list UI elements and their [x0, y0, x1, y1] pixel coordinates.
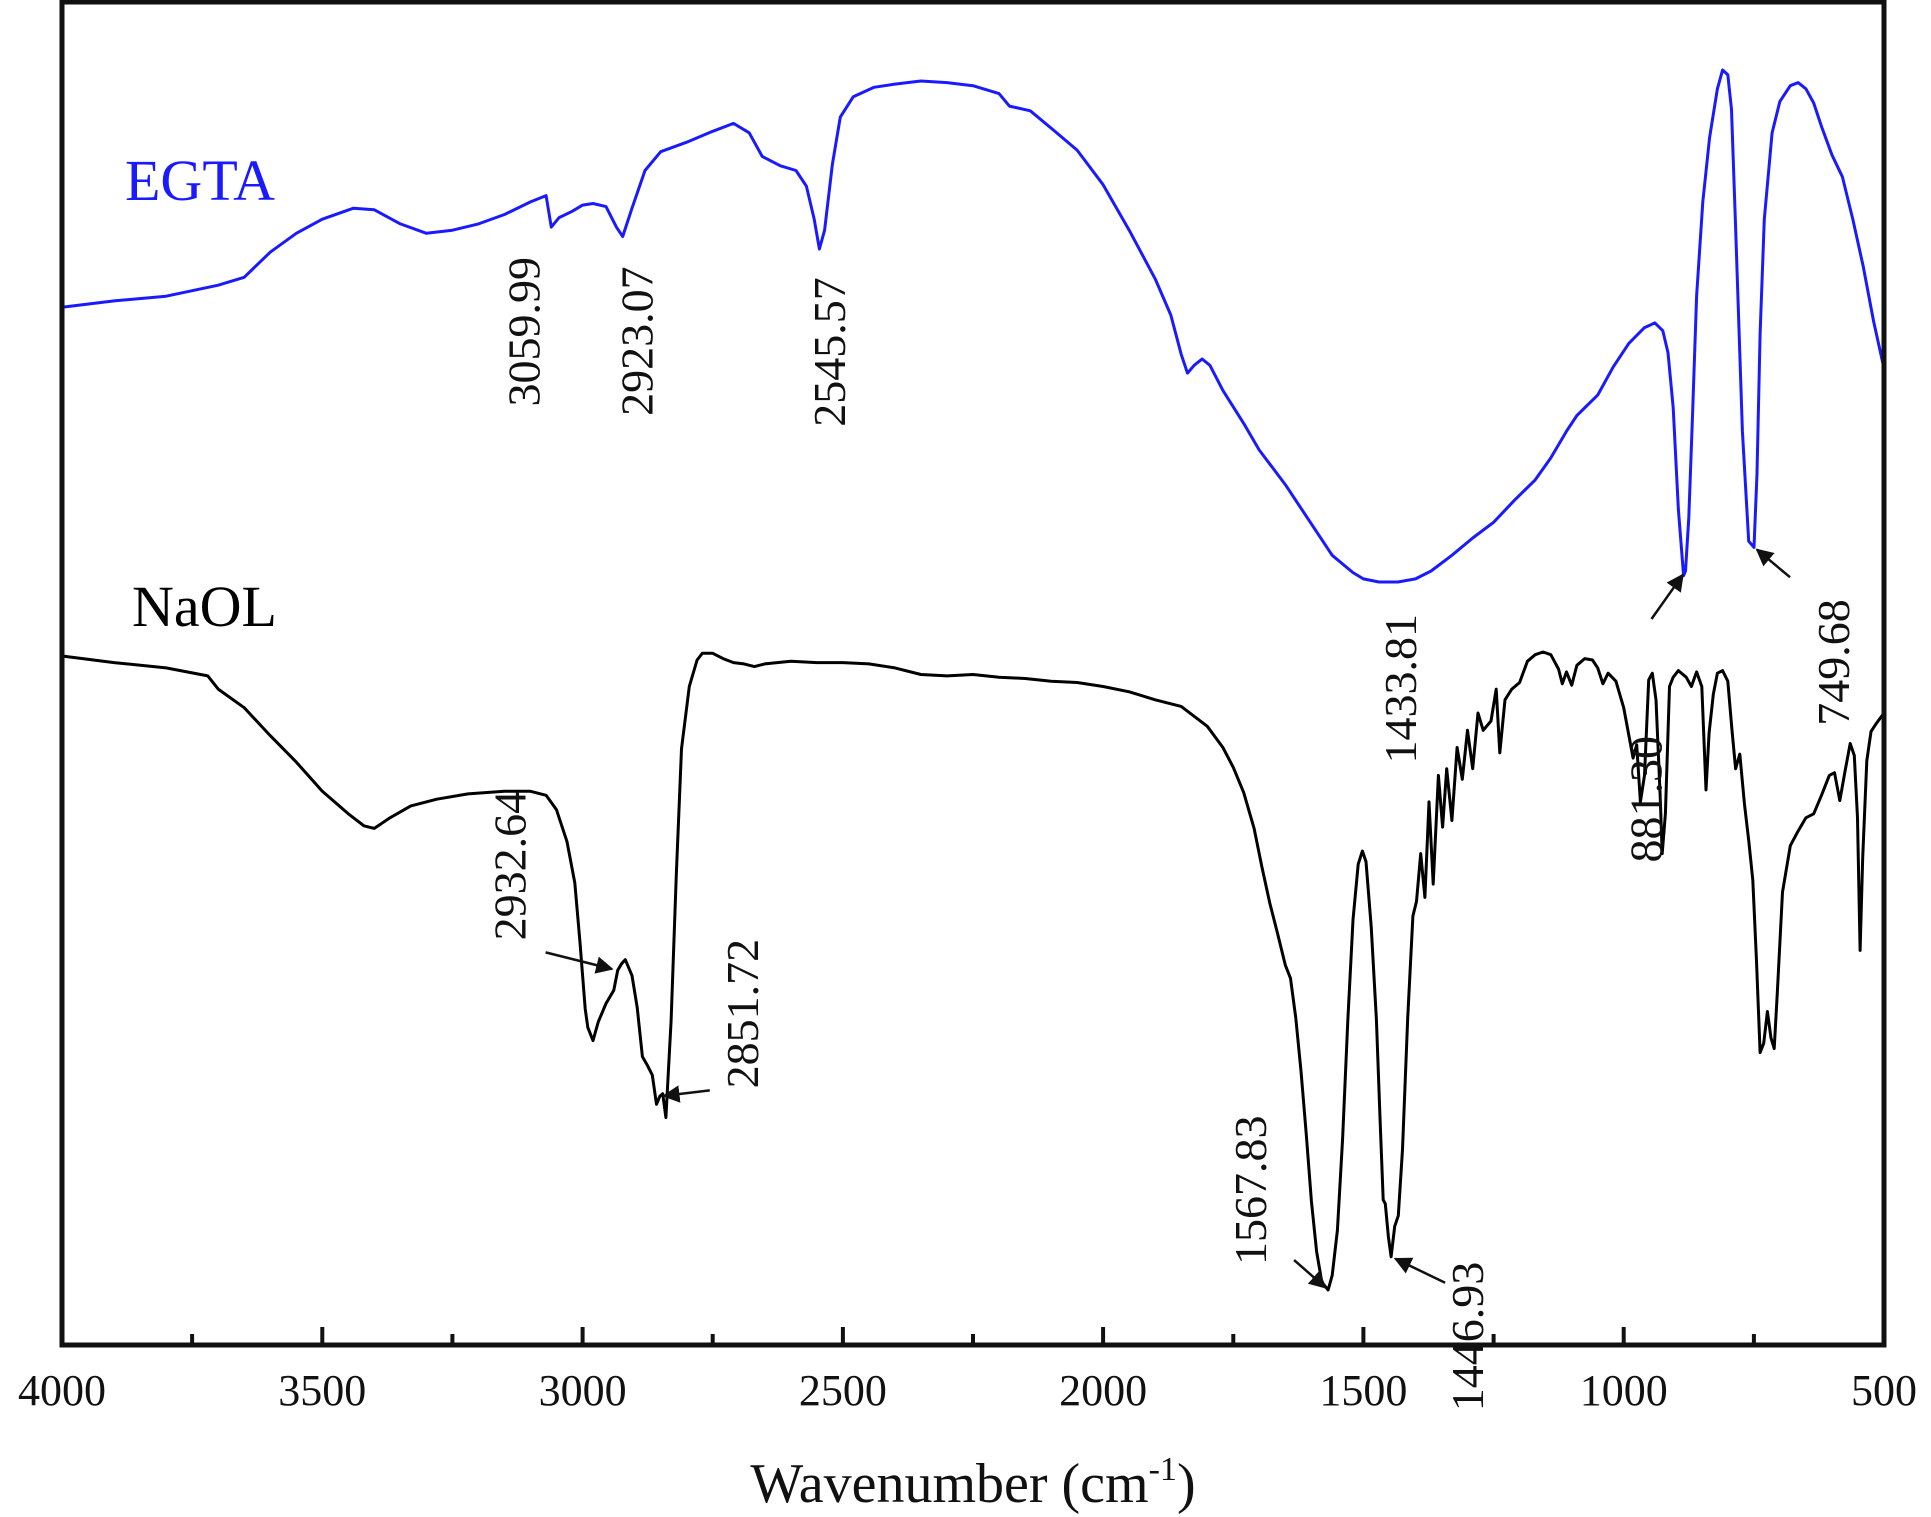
- peak-annotation-1446-93: 1446.93: [1393, 1257, 1493, 1412]
- peak-arrow: [1293, 1259, 1327, 1289]
- series-layer: [61, 68, 1886, 1292]
- x-tick-label: 4000: [18, 1366, 106, 1415]
- x-axis-title-suffix: ): [1177, 1453, 1196, 1515]
- peak-annotation-881-30: 881.30: [1621, 573, 1684, 863]
- peak-annotation-2545-57: 2545.57: [804, 277, 855, 427]
- x-tick-label: 3500: [278, 1366, 366, 1415]
- peak-label: 2932.64: [485, 791, 536, 941]
- peak-label: 881.30: [1621, 736, 1672, 863]
- x-axis-title: Wavenumber (cm-1): [750, 1451, 1195, 1515]
- peak-label: 1567.83: [1225, 1116, 1276, 1266]
- peak-label: 2545.57: [804, 277, 855, 427]
- peak-label: 749.68: [1808, 599, 1859, 726]
- x-tick-label: 2500: [799, 1366, 887, 1415]
- peak-label: 2923.07: [612, 266, 663, 416]
- peak-annotation-749-68: 749.68: [1755, 548, 1859, 726]
- series-label-naol: NaOL: [132, 574, 277, 639]
- peak-annotation-1433-81: 1433.81: [1375, 614, 1426, 764]
- peak-annotation-2932-64: 2932.64: [485, 791, 614, 974]
- annotation-layer: 3059.99 2923.07 2545.57 1433.81 881.30 749.68…: [485, 257, 1859, 1411]
- series-line-egta: [61, 68, 1886, 584]
- peak-annotation-2851-72: 2851.72: [662, 939, 768, 1103]
- x-tick-label: 500: [1851, 1366, 1917, 1415]
- peak-label: 3059.99: [498, 257, 549, 407]
- x-tick-label: 3000: [539, 1366, 627, 1415]
- x-axis-tick-labels: 4000 3500 3000 2500 2000 1500 1000 500: [18, 1366, 1917, 1415]
- peak-annotation-2923-07: 2923.07: [612, 266, 663, 416]
- x-axis-title-superscript: -1: [1149, 1451, 1177, 1488]
- x-axis-title-main: Wavenumber (cm: [750, 1453, 1148, 1515]
- peak-label: 2851.72: [717, 939, 768, 1089]
- x-tick-label: 2000: [1059, 1366, 1147, 1415]
- peak-label: 1433.81: [1375, 614, 1426, 764]
- series-label-egta: EGTA: [125, 148, 275, 213]
- x-tick-label: 1000: [1580, 1366, 1668, 1415]
- peak-arrow: [662, 1085, 710, 1103]
- peak-annotation-3059-99: 3059.99: [498, 257, 549, 407]
- peak-label: 1446.93: [1442, 1262, 1493, 1412]
- x-tick-label: 1500: [1319, 1366, 1407, 1415]
- peak-arrow: [545, 951, 614, 974]
- x-axis-ticks: [60, 1327, 1886, 1345]
- series-line-naol: [61, 650, 1886, 1292]
- peak-arrow: [1650, 573, 1684, 620]
- peak-annotation-1567-83: 1567.83: [1225, 1116, 1327, 1289]
- peak-arrow: [1755, 548, 1791, 579]
- peak-arrow: [1393, 1257, 1446, 1284]
